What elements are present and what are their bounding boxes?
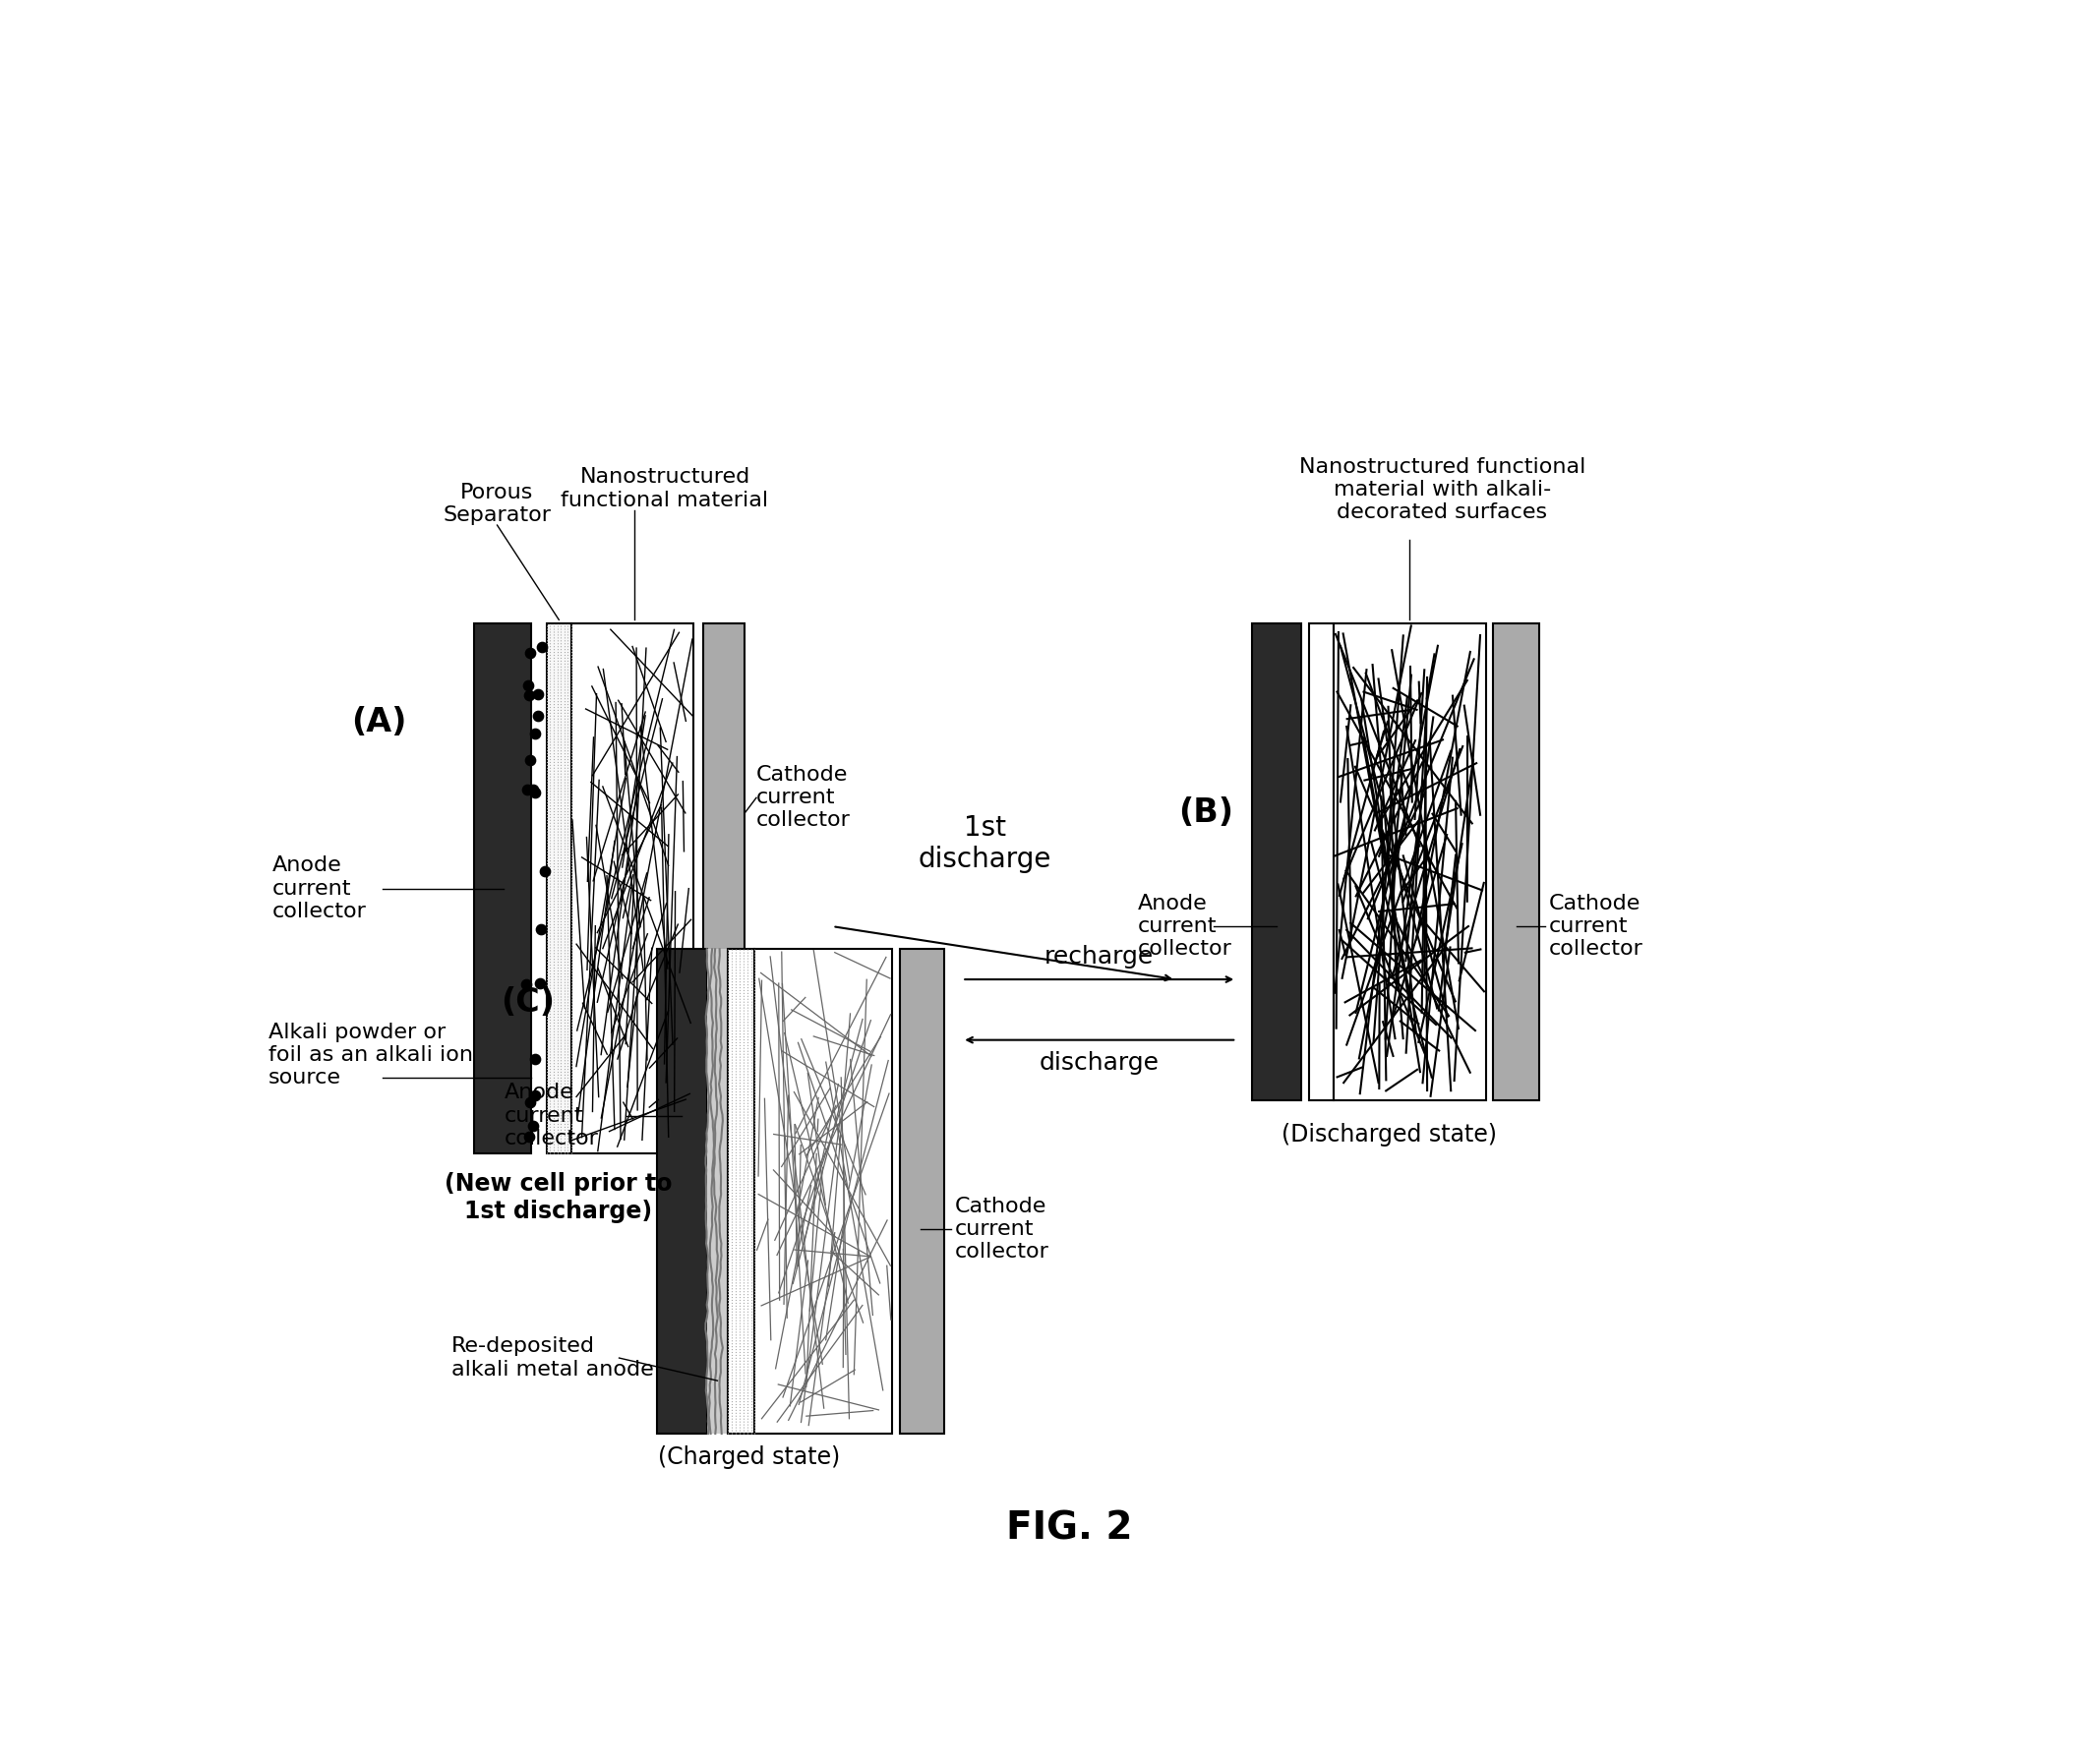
Bar [657,949,707,1434]
Text: Nanostructured
functional material: Nanostructured functional material [561,467,768,510]
Point [513,681,547,709]
Bar [1252,623,1302,1101]
Point [522,679,555,707]
Point [528,857,561,886]
Text: Cathode
current
collector: Cathode current collector [1549,894,1642,960]
Text: Anode
current
collector: Anode current collector [271,856,367,921]
Point [513,1122,547,1150]
Bar [1334,623,1486,1101]
Text: (C): (C) [501,986,555,1018]
Bar [728,949,755,1434]
Text: recharge: recharge [1046,944,1154,968]
Text: (A): (A) [351,706,407,737]
Point [513,1088,547,1117]
Point [518,1081,551,1110]
Text: discharge: discharge [1039,1051,1158,1074]
Text: 1st
discharge: 1st discharge [918,813,1052,873]
Bar [755,949,891,1434]
Point [524,633,557,662]
Text: (Discharged state): (Discharged state) [1281,1124,1496,1147]
Point [509,776,543,804]
Bar [703,623,745,1154]
Text: Anode
current
collector: Anode current collector [1137,894,1231,960]
Point [515,776,549,804]
Bar [547,623,572,1154]
Point [509,970,543,998]
Text: Cathode
current
collector: Cathode current collector [954,1196,1050,1261]
Bar [1494,623,1538,1101]
Point [518,720,551,748]
Text: (New cell prior to
1st discharge): (New cell prior to 1st discharge) [445,1173,672,1224]
Bar [474,623,532,1154]
Bar [572,623,693,1154]
Point [513,746,547,774]
Text: Anode
current
collector: Anode current collector [505,1083,599,1148]
Point [511,672,545,700]
Point [522,702,555,730]
Point [524,970,557,998]
Bar [899,949,943,1434]
Point [513,639,547,667]
Text: FIG. 2: FIG. 2 [1006,1510,1133,1547]
Text: (Charged state): (Charged state) [657,1445,839,1469]
Bar [1309,623,1334,1101]
Point [518,778,551,806]
Point [518,1111,551,1140]
Point [518,1044,551,1073]
Point [524,916,557,944]
Text: (B): (B) [1179,797,1233,829]
Text: Re-deposited
alkali metal anode: Re-deposited alkali metal anode [451,1337,653,1379]
Text: Nanostructured functional
material with alkali-
decorated surfaces: Nanostructured functional material with … [1298,457,1586,522]
Bar [707,949,728,1434]
Text: Cathode
current
collector: Cathode current collector [755,766,851,831]
Text: Porous
Separator: Porous Separator [442,483,551,526]
Text: Alkali powder or
foil as an alkali ion
source: Alkali powder or foil as an alkali ion s… [269,1023,474,1088]
